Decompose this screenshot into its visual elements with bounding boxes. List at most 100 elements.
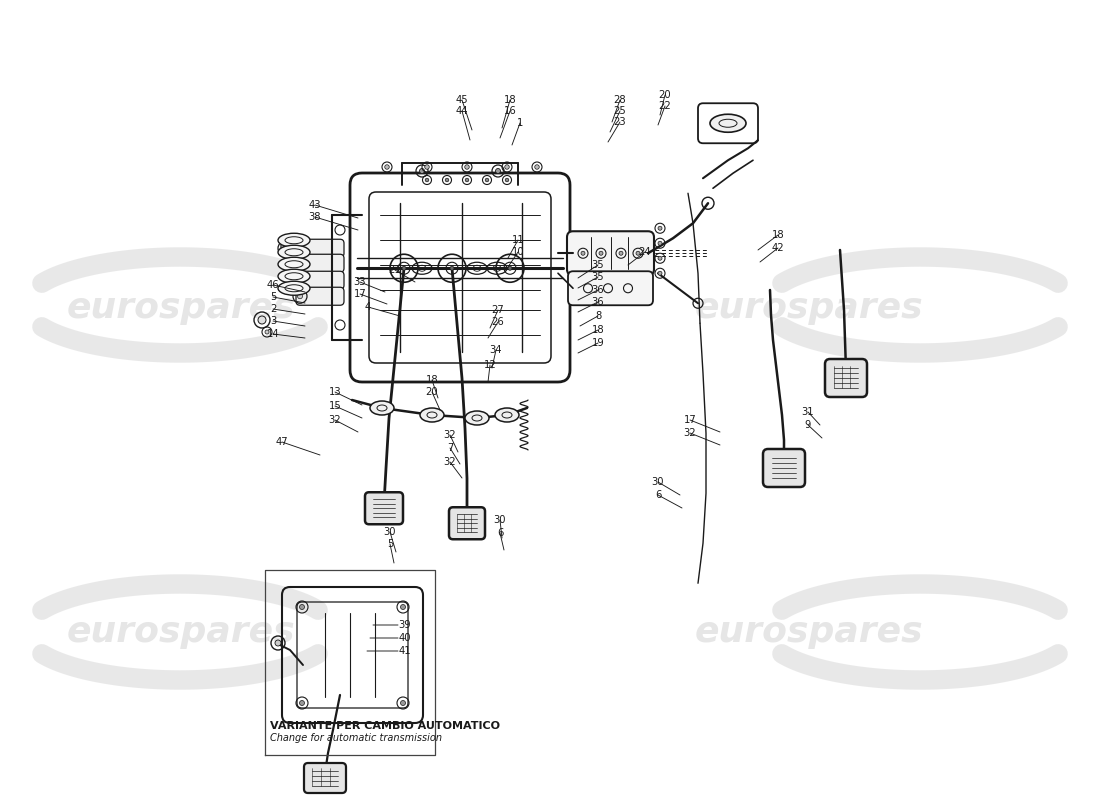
Text: 10: 10 xyxy=(512,247,525,257)
Text: 22: 22 xyxy=(659,101,671,111)
Text: eurospares: eurospares xyxy=(67,615,296,649)
Text: VARIANTE PER CAMBIO AUTOMATICO: VARIANTE PER CAMBIO AUTOMATICO xyxy=(270,721,499,730)
Text: 34: 34 xyxy=(490,345,503,355)
Circle shape xyxy=(299,701,305,706)
Ellipse shape xyxy=(278,282,310,295)
FancyBboxPatch shape xyxy=(296,287,344,306)
Text: 24: 24 xyxy=(639,247,651,257)
Text: 30: 30 xyxy=(384,527,396,537)
FancyBboxPatch shape xyxy=(568,271,653,306)
Text: 46: 46 xyxy=(266,280,279,290)
Circle shape xyxy=(495,169,500,174)
Circle shape xyxy=(299,605,305,610)
Text: 9: 9 xyxy=(805,420,811,430)
Text: 18: 18 xyxy=(592,325,604,335)
FancyBboxPatch shape xyxy=(566,231,654,275)
Circle shape xyxy=(505,178,509,182)
Ellipse shape xyxy=(278,234,310,247)
Text: 7: 7 xyxy=(447,443,453,453)
Text: 40: 40 xyxy=(398,633,411,643)
FancyBboxPatch shape xyxy=(304,763,346,793)
Text: 14: 14 xyxy=(266,329,279,339)
Circle shape xyxy=(658,242,662,246)
Ellipse shape xyxy=(465,411,490,425)
Circle shape xyxy=(402,266,406,270)
Text: 44: 44 xyxy=(455,106,469,116)
Text: 17: 17 xyxy=(353,289,366,299)
Circle shape xyxy=(465,178,469,182)
Text: 32: 32 xyxy=(443,457,456,467)
Ellipse shape xyxy=(278,258,310,271)
FancyBboxPatch shape xyxy=(292,271,344,290)
Circle shape xyxy=(658,226,662,230)
Text: 38: 38 xyxy=(309,212,321,222)
Circle shape xyxy=(464,165,470,170)
Text: 17: 17 xyxy=(683,415,696,425)
Text: 5: 5 xyxy=(387,539,393,549)
Circle shape xyxy=(485,178,488,182)
Circle shape xyxy=(658,256,662,260)
Circle shape xyxy=(275,640,280,646)
Circle shape xyxy=(450,266,454,270)
Text: 8: 8 xyxy=(595,311,601,321)
Text: 32: 32 xyxy=(443,430,456,440)
Text: 16: 16 xyxy=(504,106,516,116)
Circle shape xyxy=(426,178,429,182)
Text: 31: 31 xyxy=(802,407,814,417)
Text: 20: 20 xyxy=(659,90,671,100)
Circle shape xyxy=(619,251,623,255)
Text: 28: 28 xyxy=(614,95,626,105)
Text: 1: 1 xyxy=(517,118,524,128)
Text: 4: 4 xyxy=(365,302,371,312)
Ellipse shape xyxy=(420,408,444,422)
Circle shape xyxy=(446,178,449,182)
Text: eurospares: eurospares xyxy=(694,291,923,325)
Text: 32: 32 xyxy=(684,428,696,438)
Text: 11: 11 xyxy=(512,235,525,245)
Circle shape xyxy=(425,165,429,170)
Text: 39: 39 xyxy=(398,620,411,630)
Text: 41: 41 xyxy=(398,646,411,656)
Ellipse shape xyxy=(370,401,394,415)
Text: 47: 47 xyxy=(276,437,288,447)
Text: 45: 45 xyxy=(455,95,469,105)
Text: 36: 36 xyxy=(592,297,604,307)
Text: 27: 27 xyxy=(492,305,505,315)
Text: 2: 2 xyxy=(270,304,276,314)
Text: 5: 5 xyxy=(270,292,276,302)
Text: 30: 30 xyxy=(494,515,506,525)
Ellipse shape xyxy=(710,114,746,132)
Text: 6: 6 xyxy=(654,490,661,500)
FancyBboxPatch shape xyxy=(286,254,344,272)
Circle shape xyxy=(287,261,293,266)
Text: 21: 21 xyxy=(388,265,401,275)
Text: 13: 13 xyxy=(329,387,341,397)
Circle shape xyxy=(400,701,406,706)
Text: 35: 35 xyxy=(592,272,604,282)
FancyBboxPatch shape xyxy=(763,449,805,487)
Text: 12: 12 xyxy=(484,360,496,370)
Circle shape xyxy=(293,278,297,282)
Circle shape xyxy=(636,251,640,255)
Text: 30: 30 xyxy=(651,477,664,487)
Text: 23: 23 xyxy=(614,117,626,127)
Circle shape xyxy=(419,169,425,174)
Circle shape xyxy=(400,605,406,610)
Text: 18: 18 xyxy=(426,375,438,385)
Text: 35: 35 xyxy=(592,260,604,270)
Text: 26: 26 xyxy=(492,317,505,327)
Circle shape xyxy=(508,266,512,270)
FancyBboxPatch shape xyxy=(449,507,485,539)
Text: 6: 6 xyxy=(497,528,503,538)
Text: 20: 20 xyxy=(426,387,438,397)
Circle shape xyxy=(505,165,509,170)
Ellipse shape xyxy=(278,246,310,259)
Text: eurospares: eurospares xyxy=(67,291,296,325)
FancyBboxPatch shape xyxy=(280,239,344,258)
Text: 25: 25 xyxy=(614,106,626,116)
Ellipse shape xyxy=(495,408,519,422)
Circle shape xyxy=(658,271,662,275)
Circle shape xyxy=(600,251,603,255)
Circle shape xyxy=(297,294,302,298)
Text: 43: 43 xyxy=(309,200,321,210)
